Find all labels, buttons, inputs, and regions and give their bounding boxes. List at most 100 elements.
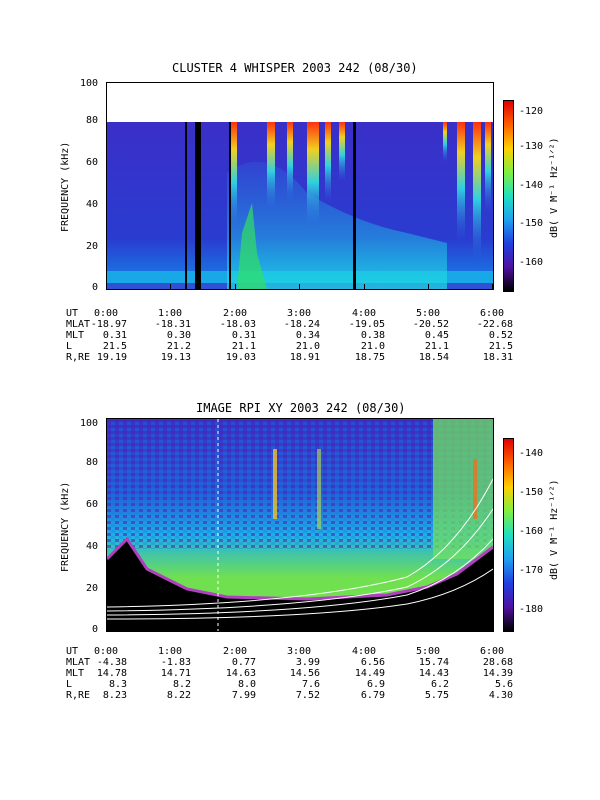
ephemeris-label: R,RE bbox=[66, 352, 91, 363]
ephemeris-value: 18.31 bbox=[482, 352, 513, 363]
emission-region bbox=[227, 161, 447, 289]
ephemeris-value: 5.6 bbox=[494, 679, 513, 690]
ephemeris-row: L 21.5 21.2 21.1 21.0 21.0 21.1 21.5 bbox=[66, 341, 513, 352]
ephemeris-value: -18.03 bbox=[219, 319, 256, 330]
high-intensity-band bbox=[433, 419, 493, 559]
ephemeris-value: 21.0 bbox=[360, 341, 385, 352]
ephemeris-value: 0:00 bbox=[93, 646, 119, 657]
y-tick-label: 60 bbox=[85, 157, 98, 168]
emission-streak bbox=[287, 122, 293, 202]
ephemeris-value: 0.38 bbox=[360, 330, 385, 341]
ephemeris-row: R,RE 8.23 8.22 7.99 7.52 6.79 5.75 4.30 bbox=[66, 690, 513, 701]
x-tick-mark bbox=[428, 626, 429, 632]
ephemeris-row: MLAT -4.38 -1.83 0.77 3.99 6.56 15.74 28.68 bbox=[66, 657, 513, 668]
emission-streak bbox=[307, 122, 319, 232]
ephemeris-value: 2:00 bbox=[222, 308, 248, 319]
colorbar-tick-label: -130 bbox=[519, 141, 544, 152]
y-tick-label: 100 bbox=[79, 78, 98, 89]
ephemeris-value: -20.52 bbox=[412, 319, 449, 330]
data-gaps bbox=[185, 122, 356, 289]
x-tick-mark bbox=[492, 284, 493, 290]
x-tick-mark bbox=[106, 626, 107, 632]
emission-streak bbox=[325, 122, 331, 202]
ephemeris-value: 4:00 bbox=[351, 646, 377, 657]
emission-streak bbox=[473, 122, 481, 262]
plasma-cutoff-edge bbox=[107, 536, 493, 601]
emission-streak bbox=[485, 122, 491, 212]
emission-streak bbox=[231, 122, 237, 232]
model-curves bbox=[107, 478, 493, 620]
ephemeris-label: L bbox=[66, 679, 73, 690]
ephemeris-value: 19.13 bbox=[160, 352, 191, 363]
ephemeris-row: MLT 0.31 0.30 0.31 0.34 0.38 0.45 0.52 bbox=[66, 330, 513, 341]
ephemeris-table: UT 0:00 1:00 2:00 3:00 4:00 5:00 6:00 MLAT -4.38… bbox=[66, 646, 513, 701]
data-gap bbox=[195, 122, 201, 289]
y-tick-label: 40 bbox=[85, 199, 98, 210]
ephemeris-label: L bbox=[66, 341, 73, 352]
ephemeris-row: UT 0:00 1:00 2:00 3:00 4:00 5:00 6:00 bbox=[66, 308, 506, 319]
ephemeris-row: MLAT -18.97 -18.31 -18.03 -18.24 -19.05 -20.52… bbox=[66, 319, 513, 330]
ephemeris-label: MLT bbox=[66, 668, 85, 679]
ephemeris-value: 18.91 bbox=[289, 352, 320, 363]
ephemeris-label: MLT bbox=[66, 330, 85, 341]
emission-streak bbox=[317, 449, 321, 529]
colorbar-tick-label: -150 bbox=[519, 487, 544, 498]
ephemeris-value: 0.31 bbox=[231, 330, 256, 341]
ephemeris-table: UT 0:00 1:00 2:00 3:00 4:00 5:00 6:00 MLAT -18.9… bbox=[66, 308, 513, 363]
ephemeris-value: 19.19 bbox=[96, 352, 127, 363]
plasma-cutoff-region bbox=[107, 539, 493, 631]
ephemeris-value: 14.78 bbox=[96, 668, 127, 679]
x-tick-mark bbox=[106, 284, 107, 290]
ephemeris-value: 0.45 bbox=[424, 330, 449, 341]
chart-title: IMAGE RPI XY 2003 242 (08/30) bbox=[196, 401, 406, 415]
y-tick-label: 20 bbox=[85, 583, 98, 594]
ephemeris-row: UT 0:00 1:00 2:00 3:00 4:00 5:00 6:00 bbox=[66, 646, 506, 657]
ephemeris-value: 1:00 bbox=[157, 646, 183, 657]
y-tick-label: 100 bbox=[79, 418, 98, 429]
ephemeris-value: 8.23 bbox=[102, 690, 127, 701]
ephemeris-value: 1:00 bbox=[157, 308, 183, 319]
emission-streak bbox=[273, 449, 277, 519]
ephemeris-label: MLAT bbox=[66, 319, 91, 330]
ephemeris-value: 6.2 bbox=[430, 679, 449, 690]
ephemeris-value: 5:00 bbox=[415, 308, 441, 319]
ephemeris-value: 4:00 bbox=[351, 308, 377, 319]
y-axis-label: FREQUENCY (kHz) bbox=[60, 141, 71, 232]
empty-region bbox=[107, 83, 493, 122]
emission-streak bbox=[267, 122, 275, 212]
ephemeris-row: MLT 14.78 14.71 14.63 14.56 14.49 14.43 14.39 bbox=[66, 668, 513, 679]
colorbar-label: dB( V M⁻¹ Hz⁻¹ᐟ²) bbox=[549, 137, 560, 238]
model-curve bbox=[107, 568, 493, 620]
x-tick-mark bbox=[364, 284, 365, 290]
ephemeris-value: 0.77 bbox=[231, 657, 256, 668]
y-tick-label: 0 bbox=[91, 624, 98, 635]
chart-title: CLUSTER 4 WHISPER 2003 242 (08/30) bbox=[172, 61, 418, 75]
ephemeris-value: 7.6 bbox=[301, 679, 320, 690]
ephemeris-value: 18.54 bbox=[418, 352, 449, 363]
ephemeris-value: -18.24 bbox=[283, 319, 320, 330]
ephemeris-value: 14.49 bbox=[354, 668, 385, 679]
ephemeris-value: 18.75 bbox=[354, 352, 385, 363]
x-tick-mark bbox=[170, 284, 171, 290]
ephemeris-value: 21.5 bbox=[102, 341, 127, 352]
colorbar-label: dB( V M⁻¹ Hz⁻¹ᐟ²) bbox=[549, 479, 560, 580]
y-tick-label: 60 bbox=[85, 499, 98, 510]
emission-streak bbox=[339, 122, 345, 182]
x-tick-mark bbox=[364, 626, 365, 632]
ephemeris-value: 3.99 bbox=[295, 657, 320, 668]
ephemeris-value: 21.0 bbox=[295, 341, 320, 352]
ephemeris-value: 14.39 bbox=[482, 668, 513, 679]
ephemeris-value: 6.79 bbox=[360, 690, 385, 701]
ephemeris-value: 7.52 bbox=[295, 690, 320, 701]
ephemeris-value: 6.56 bbox=[360, 657, 385, 668]
ephemeris-value: -1.83 bbox=[160, 657, 191, 668]
y-tick-label: 0 bbox=[91, 282, 98, 293]
ephemeris-value: 14.71 bbox=[160, 668, 191, 679]
colorbar bbox=[503, 438, 514, 632]
ephemeris-row: L 8.3 8.2 8.0 7.6 6.9 6.2 5.6 bbox=[66, 679, 513, 690]
y-tick-label: 20 bbox=[85, 241, 98, 252]
ephemeris-value: 14.63 bbox=[225, 668, 256, 679]
ephemeris-value: 8.2 bbox=[172, 679, 191, 690]
ephemeris-value: 8.22 bbox=[166, 690, 191, 701]
model-curve bbox=[107, 478, 493, 608]
